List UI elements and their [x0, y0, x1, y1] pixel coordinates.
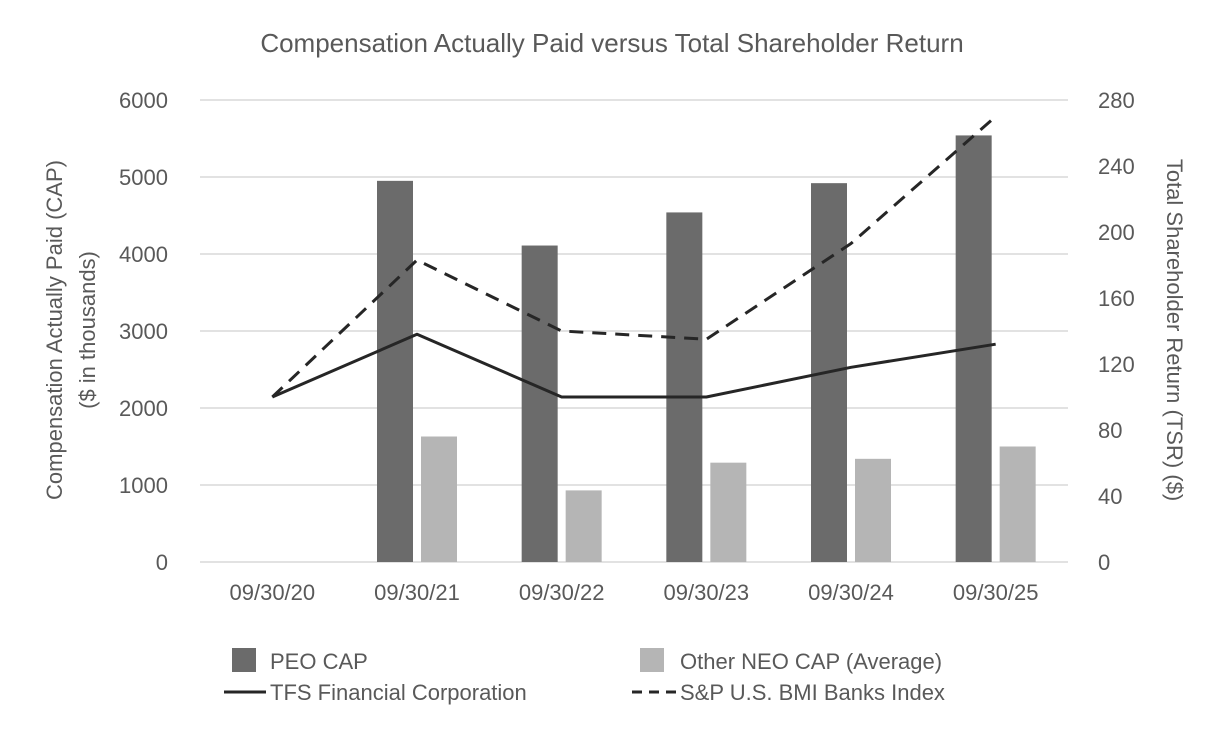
bar-peo-cap	[521, 245, 558, 562]
y-left-tick-label: 4000	[119, 242, 168, 267]
y-axis-right-label: Total Shareholder Return (TSR) ($)	[1162, 159, 1187, 501]
y-right-tick-label: 0	[1098, 550, 1110, 575]
y-left-tick-label: 1000	[119, 473, 168, 498]
y-right-tick-label: 120	[1098, 352, 1135, 377]
bar-peo-cap	[377, 180, 413, 562]
y-left-tick-label: 3000	[119, 319, 168, 344]
legend-label-other-neo-cap: Other NEO CAP (Average)	[680, 649, 942, 674]
legend-label-tfs: TFS Financial Corporation	[270, 680, 527, 705]
y-right-tick-label: 280	[1098, 88, 1135, 113]
y-right-tick-label: 40	[1098, 484, 1122, 509]
tick-labels: 0 1000 2000 3000 4000 5000 6000 0 40 80 120 160 200 2…	[119, 88, 1135, 605]
bar-other-neo-cap	[565, 490, 602, 562]
line-tfs-financial	[271, 332, 996, 399]
legend: PEO CAP Other NEO CAP (Average) TFS Fina…	[224, 648, 945, 705]
x-tick-label: 09/30/25	[953, 580, 1039, 605]
y-right-tick-label: 240	[1098, 154, 1135, 179]
x-tick-label: 09/30/20	[230, 580, 316, 605]
x-tick-label: 09/30/22	[519, 580, 605, 605]
bar-other-neo-cap	[999, 446, 1036, 562]
bars	[377, 135, 1036, 563]
lines	[271, 115, 997, 399]
y-axis-left-label-line1: Compensation Actually Paid (CAP)	[42, 160, 67, 500]
y-right-tick-label: 80	[1098, 418, 1122, 443]
y-right-tick-label: 160	[1098, 286, 1135, 311]
line-sp-bmi-banks	[271, 115, 997, 399]
x-tick-label: 09/30/21	[374, 580, 460, 605]
bar-other-neo-cap	[710, 462, 747, 562]
y-axis-left-label-line2: ($ in thousands)	[75, 251, 100, 409]
gridlines	[200, 99, 1068, 563]
x-tick-label: 09/30/24	[808, 580, 894, 605]
bar-peo-cap	[666, 212, 703, 563]
y-left-tick-label: 6000	[119, 88, 168, 113]
bar-other-neo-cap	[855, 458, 891, 562]
legend-swatch-other-neo-cap	[640, 648, 664, 672]
y-right-tick-label: 200	[1098, 220, 1135, 245]
bar-other-neo-cap	[421, 436, 457, 562]
legend-label-sp-banks: S&P U.S. BMI Banks Index	[680, 680, 945, 705]
y-left-tick-label: 5000	[119, 165, 168, 190]
chart-title: Compensation Actually Paid versus Total …	[260, 28, 963, 58]
y-left-tick-label: 2000	[119, 396, 168, 421]
legend-label-peo-cap: PEO CAP	[270, 649, 368, 674]
x-tick-label: 09/30/23	[664, 580, 750, 605]
legend-swatch-peo-cap	[232, 648, 256, 672]
y-left-tick-label: 0	[156, 550, 168, 575]
